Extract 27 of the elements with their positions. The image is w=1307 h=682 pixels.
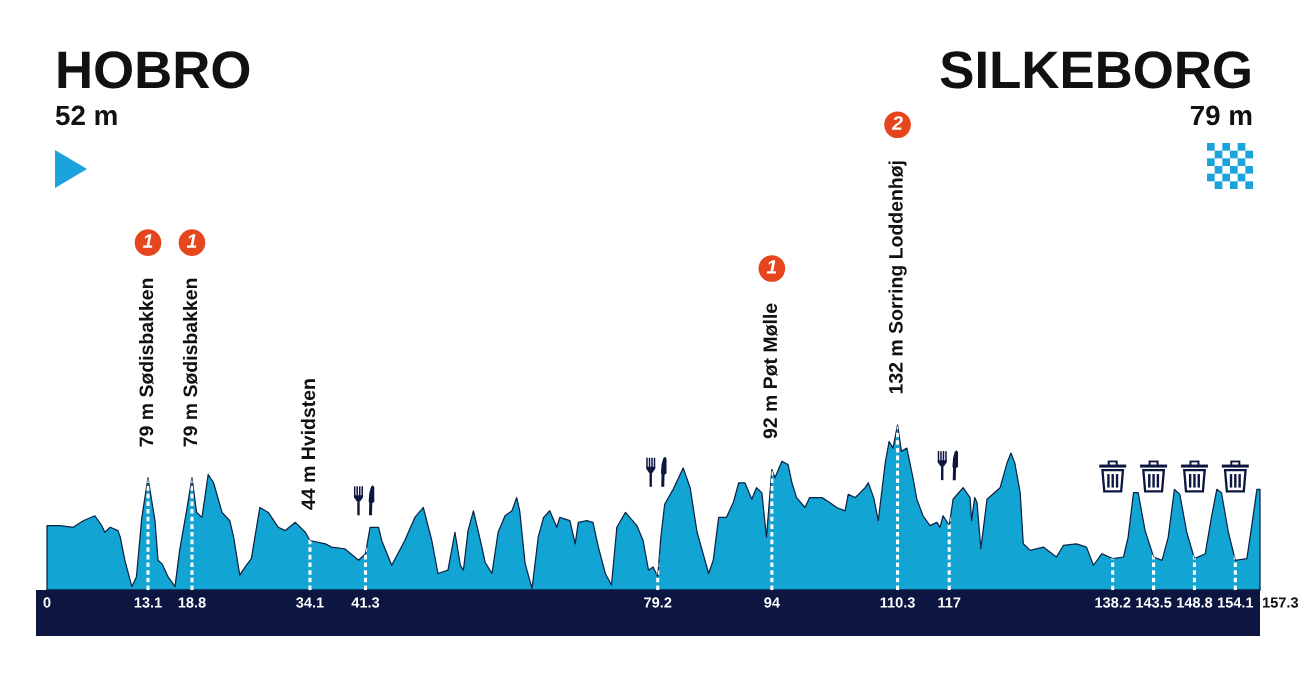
x-tick-label: 154.1 [1218, 597, 1254, 608]
text: 1 [766, 260, 777, 274]
x-tick-label: 138.2 [1095, 597, 1131, 608]
text: 1 [142, 234, 153, 248]
text: HOBRO [58, 51, 250, 89]
text: 79 m [1190, 105, 1252, 126]
x-tick-label: 41.3 [351, 597, 380, 608]
x-tick-label: 18.8 [178, 597, 206, 608]
x-tick-label: 117 [938, 597, 961, 608]
x-tick-label: 94 [764, 597, 780, 608]
ref-line-label: 44 m Hvidsten [300, 379, 316, 510]
x-tick-label: 34.1 [296, 597, 324, 608]
text: 1 [186, 234, 197, 248]
annotation: 157.3 [1263, 597, 1299, 608]
text: 2 [891, 116, 903, 130]
x-tick-label: 143.5 [1136, 597, 1172, 608]
ref-line-label: 92 m Pøt Mølle [762, 303, 778, 439]
ref-line-label: 132 m Sorring Loddenhøj [888, 161, 907, 394]
text: 52 m [55, 105, 117, 126]
x-tick-label: 13.1 [134, 597, 162, 608]
x-tick-label: 110.3 [880, 597, 915, 608]
x-tick-label: 0 [43, 597, 51, 608]
x-tick-label: 79.2 [644, 597, 672, 608]
x-tick-label: 148.8 [1177, 597, 1213, 608]
ref-line-label: 79 m Sødisbakken [138, 278, 154, 447]
text: SILKEBORG [940, 51, 1250, 89]
ref-line-label: 79 m Sødisbakken [182, 278, 198, 447]
